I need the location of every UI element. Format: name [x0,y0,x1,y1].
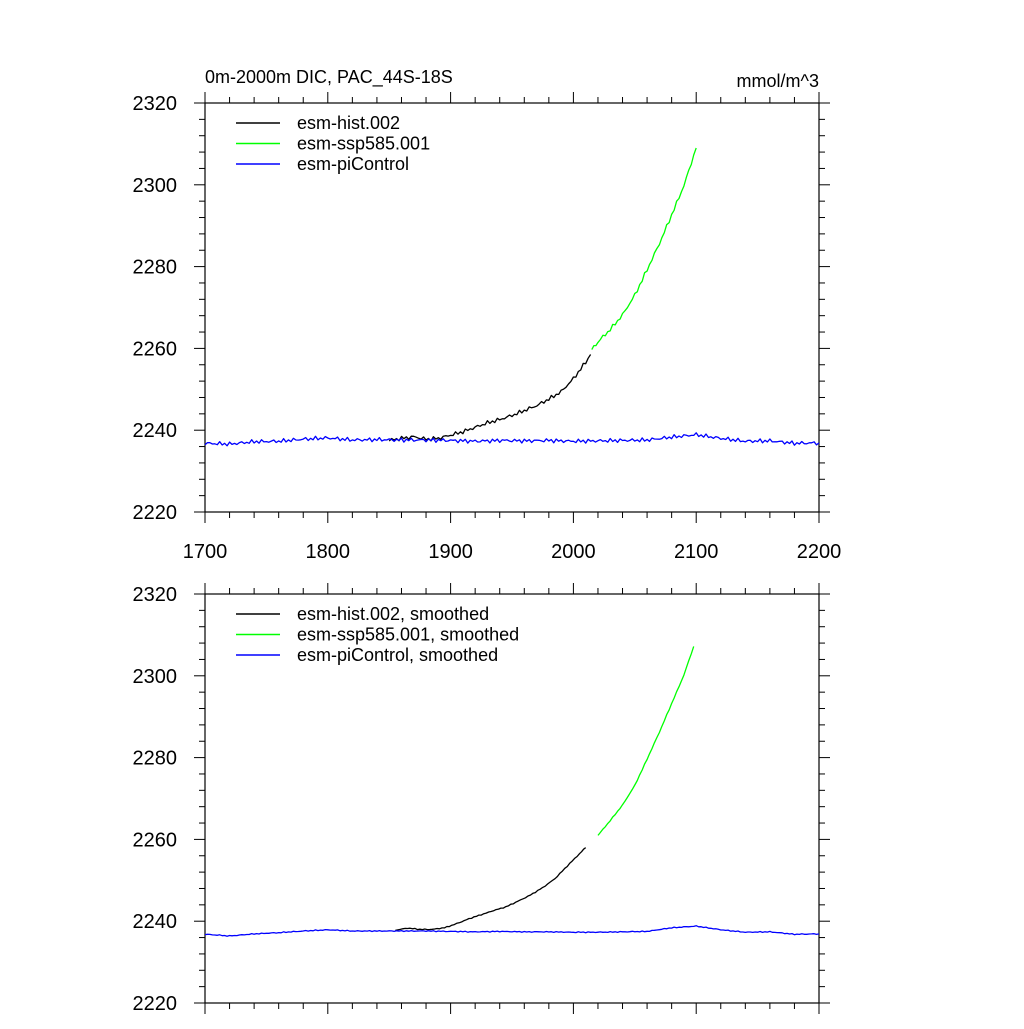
y-tick-label: 2260 [133,338,178,360]
series-line-esm-ssp585-001 [591,147,697,350]
y-tick-label: 2280 [133,257,178,279]
x-tick-label: 1900 [428,541,473,563]
y-tick-label: 2300 [133,666,178,688]
y-tick-label: 2320 [133,93,178,115]
legend-label: esm-piControl, smoothed [297,645,498,665]
series-line-esm-picontrol-smoothed [204,925,820,937]
x-tick-label: 2000 [551,541,596,563]
legend-label: esm-ssp585.001, smoothed [297,625,519,645]
y-tick-label: 2320 [133,584,178,606]
chart-panel-1: 2220 2240 2260 2280 2300 2320 1700 1800 1900 2000… [133,67,842,563]
y-tick-label: 2220 [133,502,178,524]
y-tick-label: 2280 [133,748,178,770]
x-tick-label: 1800 [306,541,351,563]
series-line-esm-hist-002 [388,354,592,442]
legend-label: esm-piControl [297,154,409,174]
x-tick-label: 2100 [674,541,719,563]
x-tick-label: 2200 [797,541,842,563]
y-tick-label: 2300 [133,175,178,197]
x-tick-label: 1700 [183,541,228,563]
y-tick-label: 2240 [133,911,178,933]
legend-label: esm-ssp585.001 [297,134,430,154]
chart-panel-2: 2220 2240 2260 2280 2300 2320 esm-hist.002, sm… [133,583,830,1015]
units-label: mmol/m^3 [737,71,819,91]
series-line-esm-hist-002-smoothed [395,847,587,932]
series-line-esm-picontrol [204,432,820,447]
y-tick-label: 2260 [133,829,178,851]
legend-label: esm-hist.002, smoothed [297,604,489,624]
y-tick-label: 2240 [133,420,178,442]
legend-label: esm-hist.002 [297,113,400,133]
chart-title: 0m-2000m DIC, PAC_44S-18S [205,67,453,88]
y-tick-label: 2220 [133,993,178,1015]
plot-frame [204,593,820,1004]
series-line-esm-ssp585-001-smoothed [597,646,695,836]
plot-frame [204,102,820,513]
